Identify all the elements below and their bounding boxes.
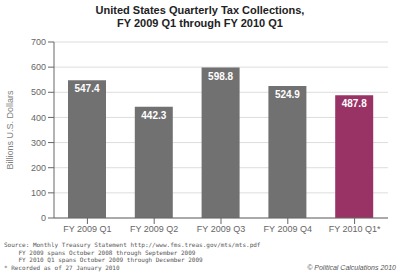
svg-text:FY 2009 Q1: FY 2009 Q1 xyxy=(63,224,111,234)
svg-text:600: 600 xyxy=(31,62,46,72)
svg-text:200: 200 xyxy=(31,163,46,173)
html-text:* Recorded as of 27 January 20: * Recorded as of 27 January 2010 xyxy=(4,263,120,271)
svg-text:487.8: 487.8 xyxy=(342,98,367,109)
svg-text:400: 400 xyxy=(31,113,46,123)
svg-text:Billions U.S. Dollars: Billions U.S. Dollars xyxy=(5,90,15,170)
svg-text:442.3: 442.3 xyxy=(141,110,166,121)
svg-text:FY 2009 Q3: FY 2009 Q3 xyxy=(197,224,245,234)
html-text:Source: Monthly Treasury State: Source: Monthly Treasury Statement http:… xyxy=(4,241,261,248)
svg-text:500: 500 xyxy=(31,87,46,97)
svg-text:700: 700 xyxy=(31,37,46,47)
svg-text:300: 300 xyxy=(31,138,46,148)
svg-text:524.9: 524.9 xyxy=(275,89,300,100)
svg-text:547.4: 547.4 xyxy=(74,83,99,94)
html-text:© Political Calculations 2010: © Political Calculations 2010 xyxy=(307,264,396,271)
svg-text:0: 0 xyxy=(41,213,46,223)
svg-text:FY 2009 Q4: FY 2009 Q4 xyxy=(264,224,312,234)
svg-text:FY 2010 Q1*: FY 2010 Q1* xyxy=(329,224,381,234)
svg-text:598.8: 598.8 xyxy=(208,71,233,82)
svg-text:FY 2009 Q2: FY 2009 Q2 xyxy=(130,224,178,234)
html-text:FY 2010 Q1 spans October 2009: FY 2010 Q1 spans October 2009 through De… xyxy=(4,256,203,263)
html-text:FY 2009 spans October 2008 thr: FY 2009 spans October 2008 through Septe… xyxy=(4,248,196,256)
html-text:United States Quarterly Tax Co: United States Quarterly Tax Collections,… xyxy=(95,4,305,29)
svg-text:100: 100 xyxy=(31,188,46,198)
